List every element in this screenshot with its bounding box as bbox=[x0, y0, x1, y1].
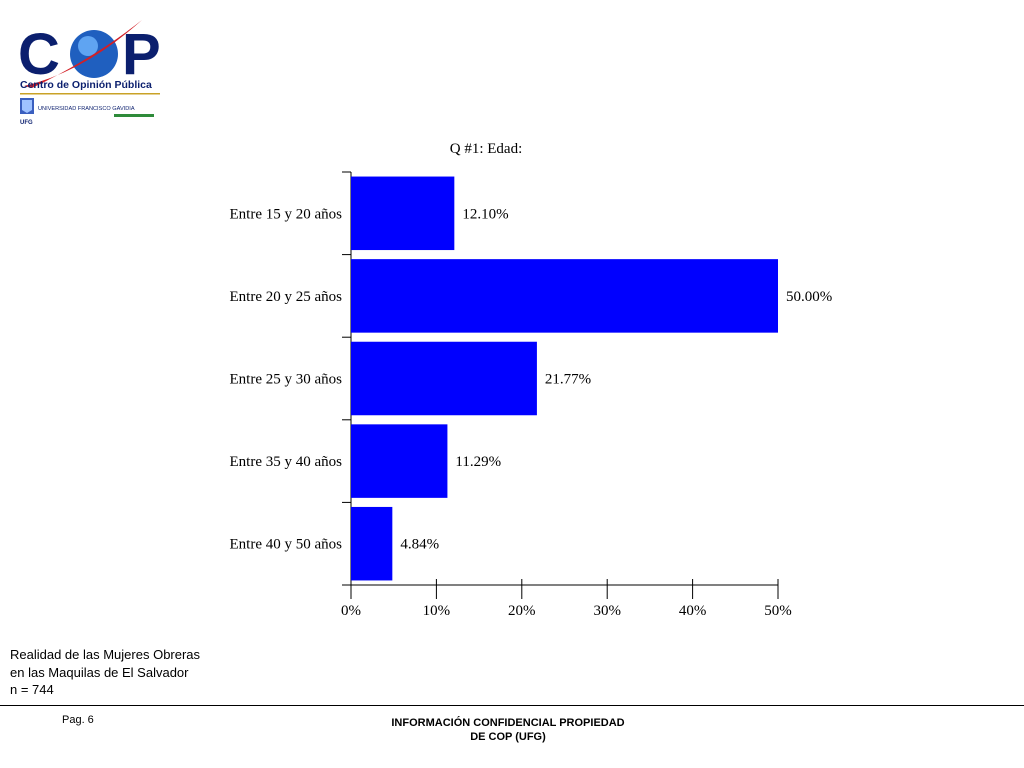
x-tick-labels: 0% 10% 20% 30% 40% 50% bbox=[341, 603, 792, 619]
x-tick-label: 20% bbox=[508, 603, 536, 619]
category-label: Entre 20 y 25 años bbox=[230, 289, 343, 305]
bar bbox=[351, 341, 537, 416]
footnote-sample-size: n = 744 bbox=[10, 682, 54, 697]
chart-title: Q #1: Edad: bbox=[450, 141, 523, 157]
value-label: 4.84% bbox=[400, 537, 439, 553]
bar bbox=[351, 259, 778, 333]
category-label: Entre 40 y 50 años bbox=[230, 537, 343, 553]
value-labels: 12.10% 50.00% 21.77% 11.29% 4.84% bbox=[400, 206, 832, 552]
confidential-notice: INFORMACIÓN CONFIDENCIAL PROPIEDAD DE CO… bbox=[378, 716, 638, 744]
bar bbox=[351, 176, 455, 251]
x-tick-label: 40% bbox=[679, 603, 707, 619]
footer-divider bbox=[0, 705, 1024, 706]
category-label: Entre 25 y 30 años bbox=[230, 372, 343, 388]
svg-text:P: P bbox=[122, 22, 161, 87]
logo-tagline: Centro de Opinión Pública bbox=[20, 79, 152, 91]
page-number: Pag. 6 bbox=[62, 714, 94, 726]
value-label: 12.10% bbox=[462, 206, 508, 222]
survey-footnote: Realidad de las Mujeres Obreras en las M… bbox=[10, 646, 200, 699]
university-name: UNIVERSIDAD FRANCISCO GAVIDIA bbox=[38, 106, 135, 112]
confidential-line-2: DE COP (UFG) bbox=[470, 731, 546, 743]
bar-chart: Q #1: Edad: Entre 15 y 20 años Entre 20 y… bbox=[230, 141, 833, 619]
x-tick-label: 50% bbox=[764, 603, 792, 619]
confidential-line-1: INFORMACIÓN CONFIDENCIAL PROPIEDAD bbox=[391, 717, 625, 729]
value-label: 50.00% bbox=[786, 289, 832, 305]
x-tick-label: 10% bbox=[423, 603, 451, 619]
university-abbr: UFG bbox=[20, 120, 33, 126]
category-labels: Entre 15 y 20 años Entre 20 y 25 años Entr… bbox=[230, 206, 343, 552]
chart-bars bbox=[351, 176, 778, 581]
footnote-line-1: Realidad de las Mujeres Obreras bbox=[10, 647, 201, 662]
value-label: 11.29% bbox=[455, 454, 501, 470]
svg-text:C: C bbox=[18, 22, 60, 87]
category-label: Entre 15 y 20 años bbox=[230, 206, 343, 222]
cop-logo: C P Centro de Opinión Pública UFG UNIVER… bbox=[14, 14, 174, 132]
footnote-line-2: en las Maquilas de El Salvador bbox=[10, 664, 189, 680]
cop-logo-graphic: C P Centro de Opinión Pública UFG UNIVER… bbox=[18, 20, 161, 126]
category-label: Entre 35 y 40 años bbox=[230, 454, 343, 470]
x-tick-label: 0% bbox=[341, 603, 361, 619]
bar bbox=[351, 506, 393, 581]
bar bbox=[351, 424, 448, 498]
x-tick-label: 30% bbox=[593, 603, 621, 619]
value-label: 21.77% bbox=[545, 372, 591, 388]
